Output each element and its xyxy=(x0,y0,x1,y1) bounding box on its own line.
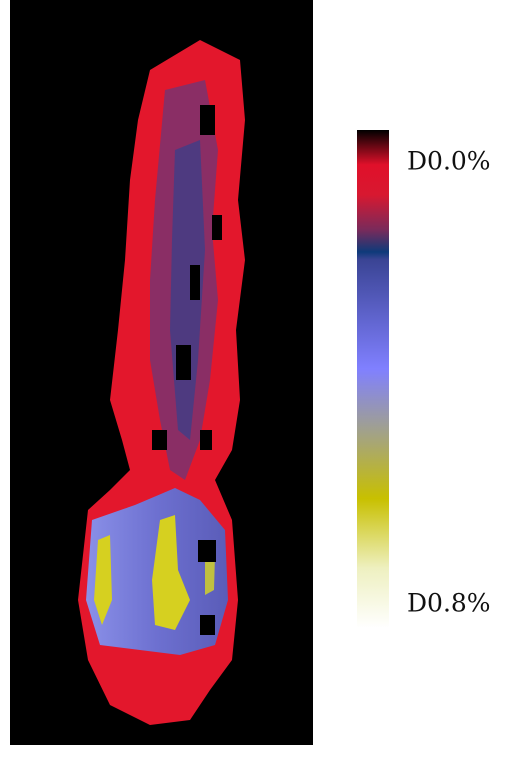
hole xyxy=(200,105,215,135)
yellow-streak xyxy=(94,535,112,625)
yellow-streak xyxy=(205,555,215,595)
hole xyxy=(152,430,167,450)
hole xyxy=(212,215,222,240)
heatmap-image xyxy=(10,0,313,745)
colorbar: D0.0% D0.8% xyxy=(357,130,491,628)
hole xyxy=(198,540,216,562)
hole xyxy=(200,430,212,450)
colorbar-gradient xyxy=(357,130,389,628)
hole xyxy=(200,615,215,635)
colorbar-top-label: D0.0% xyxy=(407,147,491,176)
hole xyxy=(176,345,191,380)
colorbar-bottom-label: D0.8% xyxy=(407,589,491,618)
yellow-streak xyxy=(152,515,190,630)
hole xyxy=(190,265,200,300)
